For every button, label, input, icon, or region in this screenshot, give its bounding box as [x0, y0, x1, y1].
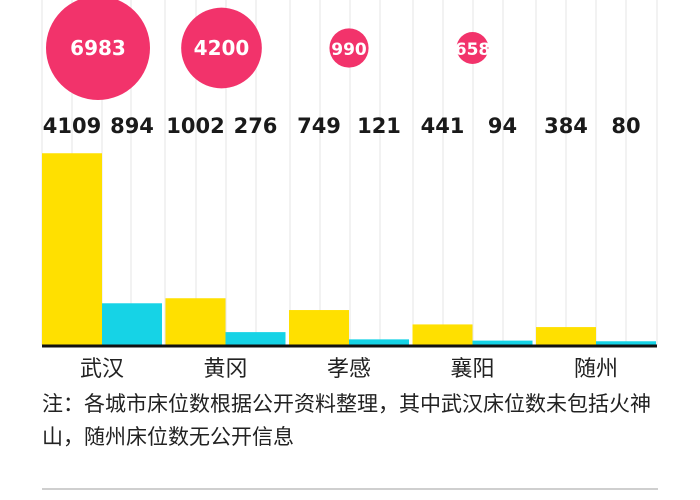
- bar: [412, 324, 473, 345]
- category-label: 襄阳: [450, 357, 494, 382]
- value-label: 4109: [43, 114, 101, 138]
- value-label: 276: [234, 114, 278, 138]
- bubble: [329, 28, 369, 68]
- bubble: [46, 0, 150, 100]
- value-label: 894: [110, 114, 154, 138]
- bar: [472, 340, 533, 345]
- value-label: 121: [357, 114, 401, 138]
- category-label: 武汉: [80, 357, 124, 382]
- bar: [289, 310, 349, 345]
- bubble-label: 990: [331, 40, 367, 60]
- bar: [536, 327, 596, 345]
- bottom-divider: [42, 488, 658, 490]
- bubble-label: 6983: [70, 36, 126, 60]
- bubble-label: 4200: [194, 36, 250, 60]
- bar: [165, 298, 226, 345]
- category-label: 黄冈: [203, 357, 247, 382]
- bar: [102, 303, 162, 345]
- value-label: 80: [611, 114, 640, 138]
- bubble-label: 658: [455, 40, 491, 60]
- category-label: 孝感: [327, 357, 371, 382]
- bar: [225, 332, 286, 345]
- value-label: 1002: [166, 114, 224, 138]
- bar: [596, 341, 656, 345]
- bar: [42, 153, 102, 345]
- bar: [349, 339, 409, 345]
- value-label: 384: [544, 114, 588, 138]
- value-label: 94: [488, 114, 517, 138]
- bubble: [456, 32, 489, 64]
- category-label: 随州: [574, 357, 618, 382]
- chart-footnote: 注：各城市床位数根据公开资料整理，其中武汉床位数未包括火神山，随州床位数无公开信…: [42, 392, 651, 449]
- value-label: 441: [421, 114, 465, 138]
- bubble: [181, 7, 262, 89]
- value-label: 749: [297, 114, 341, 138]
